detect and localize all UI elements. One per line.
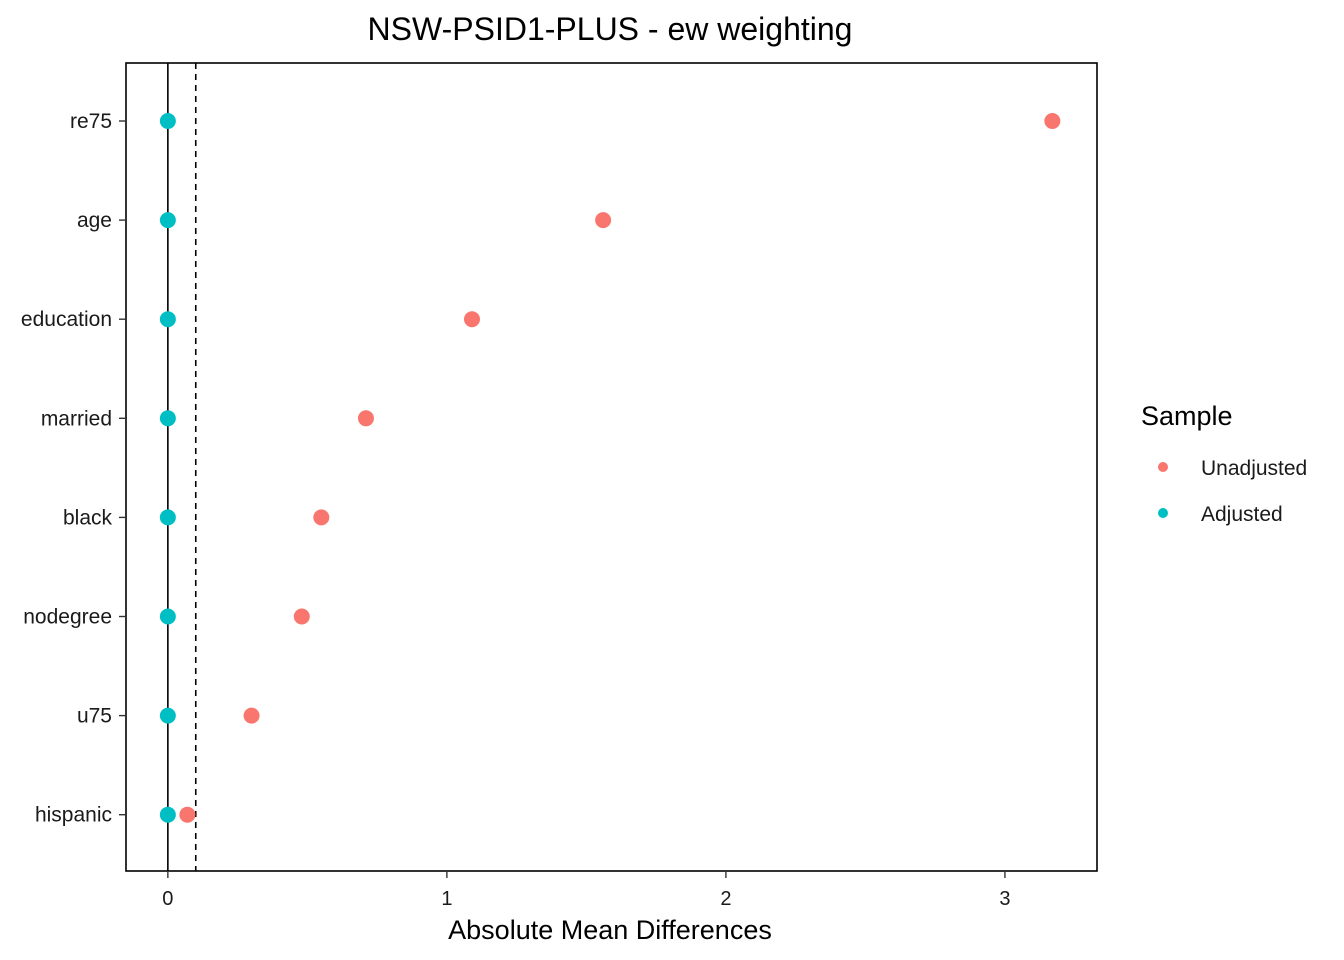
- y-tick-label-age: age: [77, 209, 112, 232]
- legend-key-unadjusted: [1158, 462, 1168, 472]
- legend-label-unadjusted: Unadjusted: [1201, 457, 1307, 480]
- legend: Sample Unadjusted Adjusted: [1141, 401, 1307, 526]
- legend-key-adjusted: [1158, 508, 1168, 518]
- point-adjusted-hispanic: [159, 806, 176, 823]
- point-adjusted-married: [159, 410, 176, 427]
- y-tick-label-nodegree: nodegree: [23, 606, 112, 629]
- point-adjusted-u75: [159, 707, 176, 724]
- chart-title: NSW-PSID1-PLUS - ew weighting: [368, 11, 853, 47]
- y-tick-label-married: married: [41, 407, 112, 430]
- point-unadjusted-age: [595, 212, 612, 229]
- x-tick-label-1: 1: [441, 888, 452, 910]
- point-unadjusted-black: [313, 509, 330, 526]
- y-tick-label-u75: u75: [77, 705, 112, 728]
- x-tick-label-2: 2: [720, 888, 731, 910]
- point-unadjusted-married: [357, 410, 374, 427]
- y-tick-label-education: education: [21, 308, 112, 331]
- plot-area: re75 age education married black nodegree u75 h…: [21, 62, 1098, 910]
- x-axis-label: Absolute Mean Differences: [448, 915, 772, 945]
- point-unadjusted-re75: [1044, 113, 1061, 129]
- point-unadjusted-hispanic: [179, 806, 196, 823]
- x-tick-label-0: 0: [162, 888, 173, 910]
- point-adjusted-re75: [159, 113, 176, 129]
- y-tick-label-re75: re75: [70, 110, 112, 133]
- x-tick-label-3: 3: [999, 888, 1010, 910]
- point-adjusted-education: [159, 311, 176, 328]
- plot-panel-border: [125, 62, 1098, 872]
- y-tick-label-hispanic: hispanic: [35, 804, 112, 827]
- legend-title: Sample: [1141, 401, 1233, 431]
- point-adjusted-nodegree: [159, 608, 176, 625]
- point-unadjusted-nodegree: [293, 608, 310, 625]
- point-adjusted-black: [159, 509, 176, 526]
- point-unadjusted-u75: [243, 707, 260, 724]
- legend-label-adjusted: Adjusted: [1201, 503, 1283, 526]
- point-unadjusted-education: [463, 311, 480, 328]
- point-adjusted-age: [159, 212, 176, 229]
- y-tick-label-black: black: [63, 506, 113, 529]
